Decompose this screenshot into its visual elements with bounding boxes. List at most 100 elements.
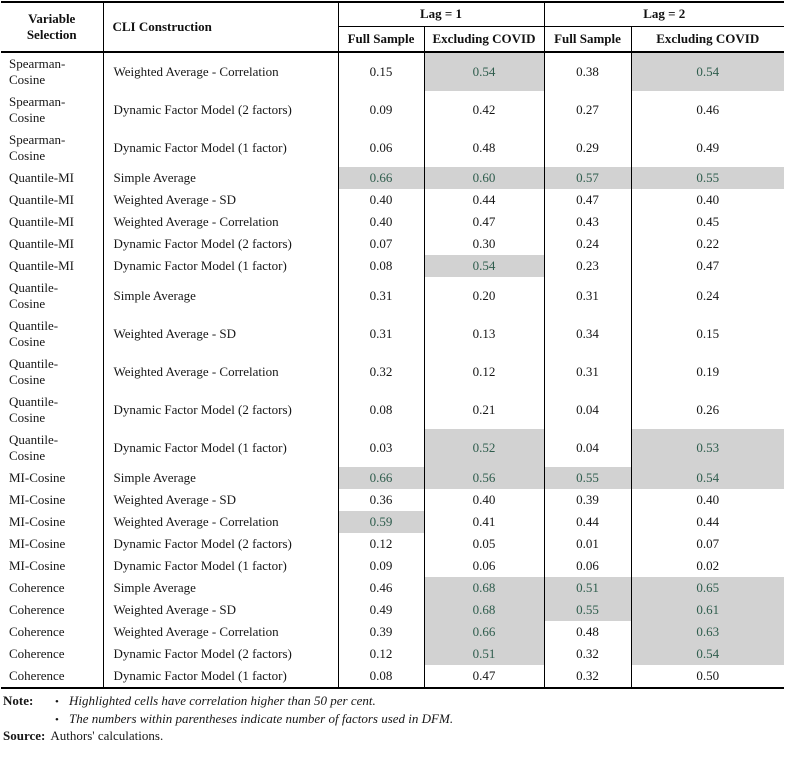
table-row: Quantile- Cosine Weighted Average - SD 0.3… bbox=[1, 315, 784, 353]
header-lag2-full-sample: Full Sample bbox=[543, 26, 631, 53]
value-cell: 0.50 bbox=[630, 665, 784, 688]
source-line: Source: Authors' calculations. bbox=[3, 728, 782, 744]
value-cell: 0.09 bbox=[337, 555, 424, 577]
value-cell: 0.15 bbox=[630, 315, 784, 353]
cli-construction-cell: Weighted Average - Correlation bbox=[102, 511, 338, 533]
value-cell: 0.39 bbox=[543, 489, 631, 511]
value-cell: 0.40 bbox=[630, 189, 784, 211]
variable-selection-cell: MI-Cosine bbox=[9, 536, 66, 551]
value-cell: 0.04 bbox=[543, 391, 631, 429]
value-cell: 0.42 bbox=[423, 91, 544, 129]
value-cell-highlighted: 0.55 bbox=[630, 167, 784, 189]
value-cell-highlighted: 0.54 bbox=[630, 643, 784, 665]
value-cell: 0.32 bbox=[543, 643, 631, 665]
variable-selection-cell: Spearman- Cosine bbox=[9, 132, 66, 163]
table-row: MI-Cosine Dynamic Factor Model (1 factor)… bbox=[1, 555, 784, 577]
value-cell-highlighted: 0.54 bbox=[630, 52, 784, 91]
cli-construction-cell: Simple Average bbox=[102, 577, 338, 599]
header-variable-selection: Variable Selection bbox=[1, 2, 104, 53]
note-item: The numbers within parentheses indicate … bbox=[69, 710, 454, 726]
value-cell-highlighted: 0.54 bbox=[423, 52, 544, 91]
header-lag-1: Lag = 1 bbox=[338, 2, 544, 27]
value-cell: 0.47 bbox=[543, 189, 631, 211]
value-cell: 0.12 bbox=[337, 533, 424, 555]
table-row: Quantile- Cosine Dynamic Factor Model (1 … bbox=[1, 429, 784, 467]
value-cell: 0.46 bbox=[337, 577, 424, 599]
value-cell: 0.13 bbox=[423, 315, 544, 353]
value-cell: 0.31 bbox=[337, 315, 424, 353]
table-row: Quantile-MI Weighted Average - SD 0.40 0.44… bbox=[1, 189, 784, 211]
header-row-samples: Full Sample Excluding COVID Full Sample … bbox=[1, 26, 784, 53]
value-cell: 0.34 bbox=[543, 315, 631, 353]
variable-selection-cell: Coherence bbox=[9, 624, 65, 639]
value-cell: 0.06 bbox=[337, 129, 424, 167]
value-cell: 0.36 bbox=[337, 489, 424, 511]
value-cell: 0.19 bbox=[630, 353, 784, 391]
table-row: Quantile-MI Dynamic Factor Model (1 facto… bbox=[1, 255, 784, 277]
value-cell: 0.06 bbox=[423, 555, 544, 577]
cli-construction-cell: Simple Average bbox=[102, 277, 338, 315]
value-cell: 0.48 bbox=[543, 621, 631, 643]
value-cell: 0.15 bbox=[337, 52, 424, 91]
header-row-lags: Variable Selection CLI Construction Lag … bbox=[1, 2, 784, 53]
value-cell: 0.31 bbox=[543, 277, 631, 315]
value-cell: 0.32 bbox=[543, 665, 631, 688]
cli-construction-cell: Weighted Average - SD bbox=[102, 315, 338, 353]
value-cell-highlighted: 0.54 bbox=[630, 467, 784, 489]
variable-selection-cell: Quantile- Cosine bbox=[9, 280, 59, 311]
variable-selection-cell: Quantile-MI bbox=[9, 170, 74, 185]
value-cell-highlighted: 0.66 bbox=[423, 621, 544, 643]
value-cell-highlighted: 0.54 bbox=[423, 255, 544, 277]
variable-selection-cell: Spearman- Cosine bbox=[9, 94, 66, 125]
value-cell-highlighted: 0.51 bbox=[423, 643, 544, 665]
table-header: Variable Selection CLI Construction Lag … bbox=[1, 2, 784, 53]
value-cell: 0.29 bbox=[543, 129, 631, 167]
variable-selection-cell: Quantile- Cosine bbox=[9, 356, 59, 387]
cli-construction-cell: Weighted Average - Correlation bbox=[102, 52, 338, 91]
value-cell: 0.30 bbox=[423, 233, 544, 255]
value-cell: 0.47 bbox=[423, 665, 544, 688]
table-row: MI-Cosine Weighted Average - SD 0.36 0.40 0.… bbox=[1, 489, 784, 511]
cli-construction-cell: Dynamic Factor Model (1 factor) bbox=[102, 665, 338, 688]
table-row: Coherence Weighted Average - SD 0.49 0.68 0.… bbox=[1, 599, 784, 621]
header-lag1-excluding-covid: Excluding COVID bbox=[423, 26, 544, 53]
value-cell: 0.02 bbox=[630, 555, 784, 577]
value-cell: 0.24 bbox=[543, 233, 631, 255]
header-cli-construction: CLI Construction bbox=[103, 2, 339, 53]
table-row: Coherence Dynamic Factor Model (1 factor)… bbox=[1, 665, 784, 688]
value-cell: 0.21 bbox=[423, 391, 544, 429]
source-label: Source: bbox=[3, 728, 46, 743]
value-cell: 0.01 bbox=[543, 533, 631, 555]
value-cell: 0.47 bbox=[423, 211, 544, 233]
table-row: Coherence Dynamic Factor Model (2 factors… bbox=[1, 643, 784, 665]
table-row: Coherence Simple Average 0.46 0.68 0.51 0.65 bbox=[1, 577, 784, 599]
variable-selection-cell: MI-Cosine bbox=[9, 470, 66, 485]
variable-selection-cell: Quantile- Cosine bbox=[9, 432, 59, 463]
variable-selection-cell: Coherence bbox=[9, 668, 65, 683]
variable-selection-cell: Coherence bbox=[9, 602, 65, 617]
notes-section: Note: • Highlighted cells have correlati… bbox=[1, 689, 784, 744]
variable-selection-cell: Spearman- Cosine bbox=[9, 56, 66, 87]
value-cell: 0.44 bbox=[630, 511, 784, 533]
header-lag-2: Lag = 2 bbox=[543, 2, 784, 27]
table-row: Quantile- Cosine Weighted Average - Corre… bbox=[1, 353, 784, 391]
value-cell: 0.09 bbox=[337, 91, 424, 129]
value-cell: 0.24 bbox=[630, 277, 784, 315]
cli-construction-cell: Dynamic Factor Model (1 factor) bbox=[102, 429, 338, 467]
source-text: Authors' calculations. bbox=[50, 728, 164, 743]
value-cell: 0.45 bbox=[630, 211, 784, 233]
value-cell: 0.08 bbox=[337, 255, 424, 277]
cli-construction-cell: Simple Average bbox=[102, 167, 338, 189]
variable-selection-cell: MI-Cosine bbox=[9, 514, 66, 529]
cli-construction-cell: Dynamic Factor Model (2 factors) bbox=[102, 391, 338, 429]
value-cell-highlighted: 0.65 bbox=[630, 577, 784, 599]
value-cell: 0.41 bbox=[423, 511, 544, 533]
header-lag1-full-sample: Full Sample bbox=[338, 26, 424, 53]
note-line-1: Note: • Highlighted cells have correlati… bbox=[3, 693, 782, 711]
value-cell: 0.32 bbox=[337, 353, 424, 391]
table-row: Quantile-MI Weighted Average - Correlatio… bbox=[1, 211, 784, 233]
table-row: Quantile-MI Simple Average 0.66 0.60 0.57 0.5… bbox=[1, 167, 784, 189]
variable-selection-cell: Coherence bbox=[9, 646, 65, 661]
paper-table-figure: Variable Selection CLI Construction Lag … bbox=[1, 1, 784, 744]
value-cell-highlighted: 0.55 bbox=[543, 599, 631, 621]
